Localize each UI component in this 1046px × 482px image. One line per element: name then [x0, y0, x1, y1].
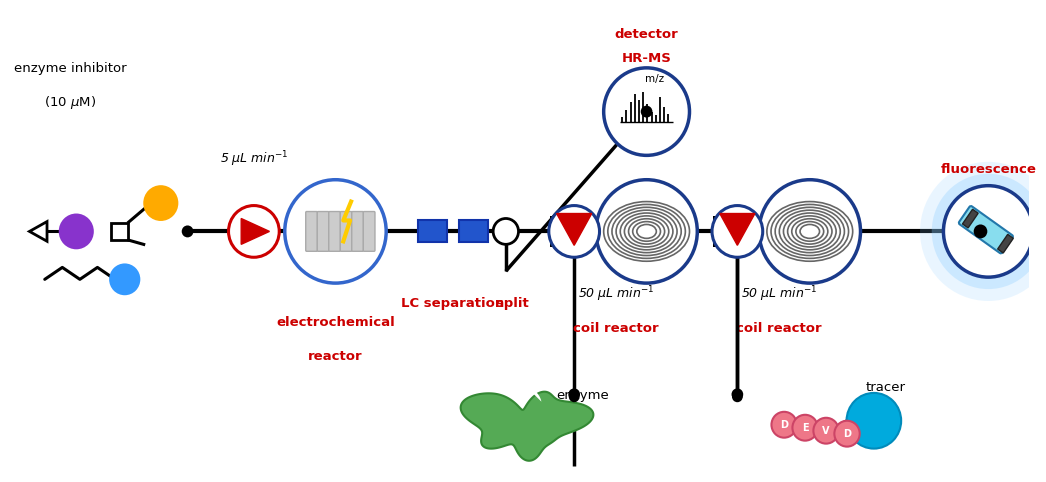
FancyBboxPatch shape — [351, 212, 363, 251]
Circle shape — [549, 205, 599, 257]
Circle shape — [759, 180, 861, 283]
Bar — [962, 209, 978, 228]
Text: LC separation: LC separation — [402, 297, 504, 310]
Text: 5 $\mu$L min$^{-1}$: 5 $\mu$L min$^{-1}$ — [220, 150, 288, 169]
Circle shape — [712, 205, 763, 257]
Circle shape — [920, 162, 1046, 301]
Polygon shape — [527, 388, 542, 402]
FancyBboxPatch shape — [305, 212, 317, 251]
FancyBboxPatch shape — [317, 212, 328, 251]
Text: (10 $\mu$M): (10 $\mu$M) — [44, 94, 96, 110]
Circle shape — [772, 412, 797, 438]
Circle shape — [846, 393, 902, 449]
Bar — [417, 220, 447, 242]
Circle shape — [943, 186, 1033, 277]
Text: D: D — [780, 420, 788, 430]
FancyBboxPatch shape — [363, 212, 374, 251]
Text: detector: detector — [956, 196, 1020, 209]
Circle shape — [59, 214, 94, 249]
Circle shape — [835, 421, 860, 447]
Bar — [550, 215, 560, 247]
Bar — [458, 220, 487, 242]
Text: enzyme inhibitor: enzyme inhibitor — [14, 62, 127, 75]
Circle shape — [641, 106, 653, 118]
Circle shape — [793, 415, 818, 441]
FancyBboxPatch shape — [328, 212, 340, 251]
Text: enzyme: enzyme — [556, 389, 609, 402]
Polygon shape — [556, 214, 592, 245]
Circle shape — [943, 186, 1033, 277]
Polygon shape — [242, 218, 270, 244]
Text: fluorescence: fluorescence — [940, 162, 1037, 175]
Circle shape — [228, 205, 279, 257]
Text: coil reactor: coil reactor — [573, 322, 659, 335]
Circle shape — [604, 68, 689, 155]
Text: detector: detector — [615, 28, 679, 41]
FancyBboxPatch shape — [340, 212, 351, 251]
Text: E: E — [802, 423, 809, 433]
Circle shape — [285, 180, 386, 283]
Bar — [111, 223, 128, 240]
Circle shape — [569, 391, 579, 402]
Circle shape — [732, 391, 743, 402]
Text: V: V — [822, 426, 829, 436]
Polygon shape — [720, 214, 755, 245]
Text: tracer: tracer — [865, 381, 906, 394]
Text: electrochemical: electrochemical — [276, 316, 394, 329]
Text: D: D — [843, 428, 851, 439]
FancyBboxPatch shape — [959, 206, 1013, 254]
Circle shape — [182, 226, 194, 237]
Circle shape — [974, 225, 987, 239]
Text: 50 $\mu$L min$^{-1}$: 50 $\mu$L min$^{-1}$ — [741, 284, 818, 304]
Text: HR-MS: HR-MS — [621, 53, 672, 66]
Bar — [998, 234, 1014, 253]
Text: reactor: reactor — [309, 349, 363, 362]
Circle shape — [731, 388, 744, 401]
Bar — [713, 215, 723, 247]
Circle shape — [143, 185, 179, 221]
Circle shape — [493, 218, 519, 244]
Circle shape — [932, 174, 1045, 289]
Text: coil reactor: coil reactor — [736, 322, 822, 335]
Polygon shape — [460, 392, 593, 461]
Text: 50 $\mu$L min$^{-1}$: 50 $\mu$L min$^{-1}$ — [577, 284, 654, 304]
Text: m/z: m/z — [644, 74, 664, 84]
Circle shape — [109, 264, 140, 295]
Circle shape — [596, 180, 698, 283]
Text: split: split — [482, 297, 529, 310]
Circle shape — [814, 418, 839, 443]
Circle shape — [568, 388, 581, 401]
